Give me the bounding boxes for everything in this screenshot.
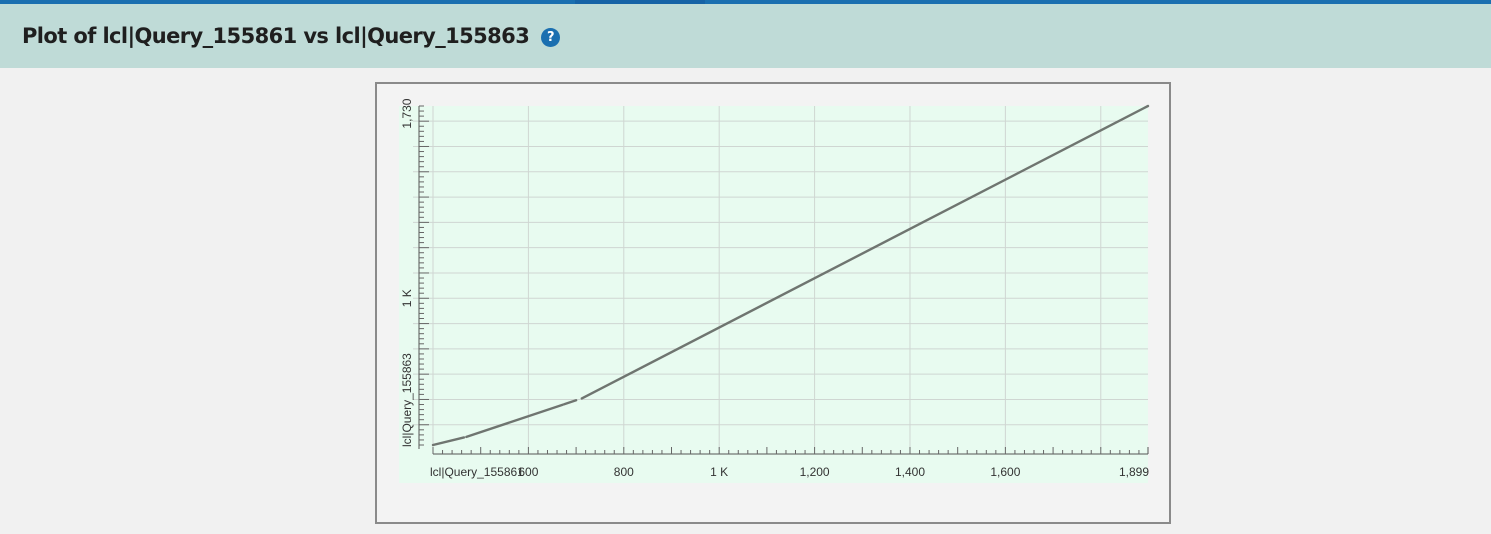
x-tick-label: 1,600 xyxy=(990,465,1020,479)
dot-plot-frame: 600 800 1 K 1,200 1,400 1,600 1,899 lcl|Query_1… xyxy=(375,82,1171,524)
x-tick-label: 800 xyxy=(614,465,634,479)
dot-plot-chart: 600 800 1 K 1,200 1,400 1,600 1,899 lcl|Query_1… xyxy=(399,98,1150,483)
active-tab-indicator[interactable] xyxy=(575,0,705,4)
x-axis-title: lcl|Query_155861 xyxy=(430,465,524,479)
plot-header: Plot of lcl|Query_155861 vs lcl|Query_15… xyxy=(0,4,1491,68)
page-title: Plot of lcl|Query_155861 vs lcl|Query_15… xyxy=(22,24,530,48)
x-tick-label: 1,899 xyxy=(1119,465,1149,479)
alignment-segment xyxy=(465,403,564,439)
alignment-segment xyxy=(580,104,1150,400)
x-tick-label: 1,200 xyxy=(800,465,830,479)
x-tick-label: 1,400 xyxy=(895,465,925,479)
x-tick-label: 600 xyxy=(518,465,538,479)
axis-labels: 600 800 1 K 1,200 1,400 1,600 1,899 lcl|Query_1… xyxy=(400,98,1149,479)
y-tick-label: 1 K xyxy=(400,289,414,307)
alignment-segment xyxy=(431,436,466,447)
series-line xyxy=(431,104,1150,447)
top-accent-rule xyxy=(0,0,1491,4)
plot-area-background xyxy=(399,106,1148,483)
alignment-segment xyxy=(562,399,578,406)
question-circle-icon[interactable]: ? xyxy=(541,28,561,47)
y-axis-title: lcl|Query_155863 xyxy=(400,353,414,447)
x-tick-label: 1 K xyxy=(710,465,728,479)
y-tick-label: 1,730 xyxy=(400,98,414,128)
axes xyxy=(418,105,1149,455)
